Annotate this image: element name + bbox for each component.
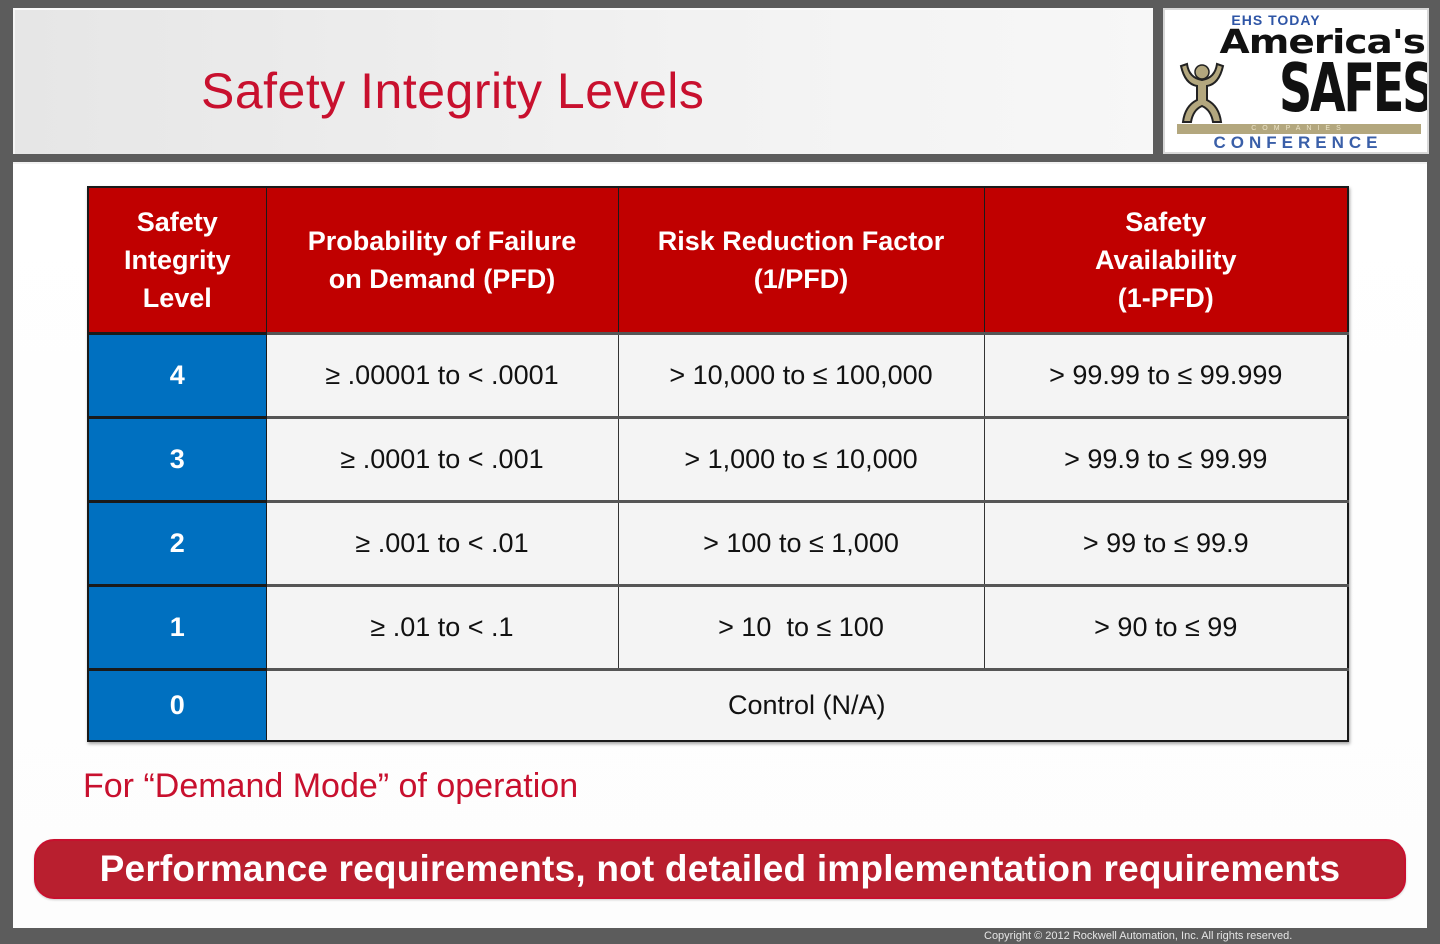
table-header-row: Safety Integrity Level Probability of Fa… [87, 186, 1349, 334]
logo-ehs-today: EHS TODAY [1231, 12, 1321, 28]
pfd-cell: ≥ .001 to < .01 [265, 499, 619, 586]
header-sil: Safety Integrity Level [87, 186, 267, 334]
performance-banner: Performance requirements, not detailed i… [34, 839, 1406, 899]
header-pfd: Probability of Failure on Demand (PFD) [265, 186, 619, 334]
table-row: 1 ≥ .01 to < .1 > 10 to ≤ 100 > 90 to ≤ … [87, 583, 1349, 670]
copyright-text: Copyright © 2012 Rockwell Automation, In… [984, 930, 1293, 942]
demand-mode-note: For “Demand Mode” of operation [83, 767, 579, 805]
sil-level-cell: 0 [87, 667, 267, 742]
table-row: 4 ≥ .00001 to < .0001 > 10,000 to ≤ 100,… [87, 331, 1349, 418]
rrf-cell: > 100 to ≤ 1,000 [617, 499, 985, 586]
sil-level-cell: 1 [87, 583, 267, 670]
slide-title: Safety Integrity Levels [201, 63, 705, 119]
rrf-cell: > 10,000 to ≤ 100,000 [617, 331, 985, 418]
availability-cell: > 99 to ≤ 99.9 [983, 499, 1349, 586]
control-cell: Control (N/A) [265, 667, 1349, 742]
sil-table: Safety Integrity Level Probability of Fa… [87, 186, 1349, 742]
table-row: 3 ≥ .0001 to < .001 > 1,000 to ≤ 10,000 … [87, 415, 1349, 502]
rrf-cell: > 10 to ≤ 100 [617, 583, 985, 670]
table-row: 2 ≥ .001 to < .01 > 100 to ≤ 1,000 > 99 … [87, 499, 1349, 586]
availability-cell: > 99.9 to ≤ 99.99 [983, 415, 1349, 502]
sil-level-cell: 4 [87, 331, 267, 418]
sil-level-cell: 3 [87, 415, 267, 502]
conference-logo: EHS TODAY America's SAFEST COMPANIES CON… [1163, 8, 1429, 154]
logo-safest: SAFEST [1279, 50, 1427, 128]
logo-conference: CONFERENCE [1213, 133, 1383, 152]
logo-americas: America's [1219, 23, 1426, 62]
person-lifting-icon [1179, 62, 1225, 123]
pfd-cell: ≥ .01 to < .1 [265, 583, 619, 670]
header-rrf: Risk Reduction Factor (1/PFD) [617, 186, 985, 334]
logo-companies: COMPANIES [1177, 124, 1421, 134]
pfd-cell: ≥ .00001 to < .0001 [265, 331, 619, 418]
sil-level-cell: 2 [87, 499, 267, 586]
slide-content: Safety Integrity Level Probability of Fa… [13, 162, 1427, 928]
header-availability: Safety Availability (1-PFD) [983, 186, 1349, 334]
availability-cell: > 99.99 to ≤ 99.999 [983, 331, 1349, 418]
rrf-cell: > 1,000 to ≤ 10,000 [617, 415, 985, 502]
pfd-cell: ≥ .0001 to < .001 [265, 415, 619, 502]
availability-cell: > 90 to ≤ 99 [983, 583, 1349, 670]
table-row: 0 Control (N/A) [87, 667, 1349, 742]
title-bar: Safety Integrity Levels [13, 8, 1153, 154]
